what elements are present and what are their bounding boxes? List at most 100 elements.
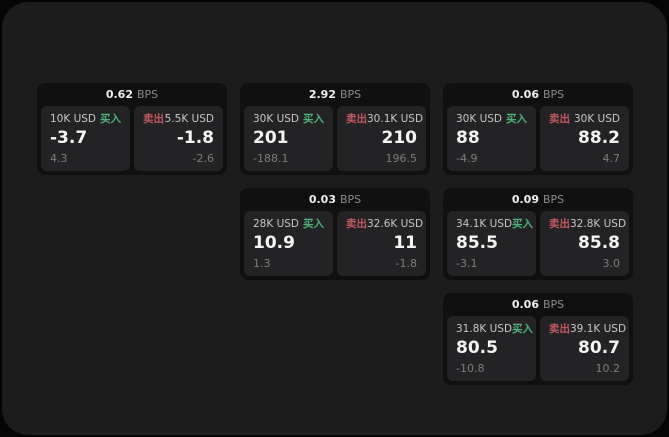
bps-value: 0.06 bbox=[511, 298, 539, 311]
buy-price-value: -3.7 bbox=[50, 128, 88, 149]
sell-change-value: 4.7 bbox=[602, 152, 621, 165]
bps-unit-label: BPS bbox=[542, 193, 565, 206]
quote-card: 0.03 BPS 28K USD 买入 10.9 1.3 卖出 32.6K US… bbox=[240, 188, 430, 280]
sell-side-label: 卖出 bbox=[549, 113, 570, 125]
sell-notional-amount: 32.6K USD bbox=[367, 218, 424, 230]
sell-change-value: -2.6 bbox=[192, 152, 214, 165]
sell-panel[interactable]: 卖出 5.5K USD -1.8 -2.6 bbox=[134, 106, 223, 171]
sell-panel-top: 卖出 39.1K USD bbox=[549, 323, 626, 335]
quote-card: 0.06 BPS 30K USD 买入 88 -4.9 卖出 30K USD 8… bbox=[443, 83, 633, 175]
buy-panel[interactable]: 30K USD 买入 88 -4.9 bbox=[447, 106, 536, 171]
buy-panel-top: 31.8K USD 买入 bbox=[456, 323, 533, 335]
buy-panel[interactable]: 30K USD 买入 201 -188.1 bbox=[244, 106, 333, 171]
buy-panel-top: 28K USD 买入 bbox=[253, 219, 324, 230]
buy-panel-top: 30K USD 买入 bbox=[456, 114, 527, 125]
bps-value: 0.06 bbox=[511, 88, 539, 101]
buy-side-label: 买入 bbox=[100, 113, 121, 125]
buy-notional-amount: 34.1K USD bbox=[456, 218, 513, 230]
bps-value: 0.62 bbox=[105, 88, 133, 101]
sell-change-value: 10.2 bbox=[595, 362, 621, 375]
buy-change-value: -188.1 bbox=[253, 152, 289, 165]
bps-value: 2.92 bbox=[308, 88, 336, 101]
sell-notional-amount: 39.1K USD bbox=[570, 323, 627, 335]
sell-change-value: -1.8 bbox=[395, 257, 417, 270]
sell-price-value: 88.2 bbox=[578, 128, 620, 149]
sell-side-label: 卖出 bbox=[549, 218, 570, 230]
buy-notional-amount: 28K USD bbox=[253, 218, 300, 230]
buy-panel[interactable]: 31.8K USD 买入 80.5 -10.8 bbox=[447, 316, 536, 381]
bps-value: 0.03 bbox=[308, 193, 336, 206]
buy-price-value: 88 bbox=[456, 128, 480, 149]
sell-price-value: 80.7 bbox=[578, 338, 620, 359]
card-body: 34.1K USD 买入 85.5 -3.1 卖出 32.8K USD 85.8… bbox=[443, 211, 633, 280]
sell-panel[interactable]: 卖出 32.8K USD 85.8 3.0 bbox=[540, 211, 629, 276]
sell-panel-top: 卖出 32.6K USD bbox=[346, 218, 423, 230]
quote-card: 2.92 BPS 30K USD 买入 201 -188.1 卖出 30.1K … bbox=[240, 83, 430, 175]
bps-unit-label: BPS bbox=[542, 298, 565, 311]
card-body: 30K USD 买入 201 -188.1 卖出 30.1K USD 210 1… bbox=[240, 106, 430, 175]
buy-panel[interactable]: 10K USD 买入 -3.7 4.3 bbox=[41, 106, 130, 171]
card-header: 2.92 BPS bbox=[240, 83, 430, 106]
sell-change-value: 196.5 bbox=[385, 152, 418, 165]
buy-side-label: 买入 bbox=[512, 218, 534, 230]
card-body: 10K USD 买入 -3.7 4.3 卖出 5.5K USD -1.8 -2.… bbox=[37, 106, 227, 175]
sell-notional-amount: 30.1K USD bbox=[367, 113, 424, 125]
sell-panel-top: 卖出 5.5K USD bbox=[143, 114, 214, 125]
buy-side-label: 买入 bbox=[303, 218, 324, 230]
buy-panel-top: 30K USD 买入 bbox=[253, 114, 324, 125]
buy-price-value: 10.9 bbox=[253, 233, 295, 254]
quote-card: 0.09 BPS 34.1K USD 买入 85.5 -3.1 卖出 32.8K… bbox=[443, 188, 633, 280]
sell-panel[interactable]: 卖出 30K USD 88.2 4.7 bbox=[540, 106, 629, 171]
buy-price-value: 80.5 bbox=[456, 338, 498, 359]
card-header: 0.62 BPS bbox=[37, 83, 227, 106]
card-header: 0.06 BPS bbox=[443, 83, 633, 106]
sell-panel-top: 卖出 32.8K USD bbox=[549, 218, 626, 230]
sell-notional-amount: 5.5K USD bbox=[164, 113, 214, 125]
bps-unit-label: BPS bbox=[542, 88, 565, 101]
sell-side-label: 卖出 bbox=[346, 113, 367, 125]
sell-side-label: 卖出 bbox=[346, 218, 367, 230]
buy-panel-top: 10K USD 买入 bbox=[50, 114, 121, 125]
cards-grid: 0.62 BPS 10K USD 买入 -3.7 4.3 卖出 5.5K USD… bbox=[37, 83, 633, 385]
buy-change-value: 1.3 bbox=[253, 257, 271, 270]
quote-card: 0.06 BPS 31.8K USD 买入 80.5 -10.8 卖出 39.1… bbox=[443, 293, 633, 385]
buy-change-value: -4.9 bbox=[456, 152, 478, 165]
buy-notional-amount: 30K USD bbox=[253, 113, 300, 125]
buy-change-value: -10.8 bbox=[456, 362, 485, 375]
buy-change-value: 4.3 bbox=[50, 152, 68, 165]
card-header: 0.09 BPS bbox=[443, 188, 633, 211]
buy-price-value: 201 bbox=[253, 128, 289, 149]
card-body: 28K USD 买入 10.9 1.3 卖出 32.6K USD 11 -1.8 bbox=[240, 211, 430, 280]
card-body: 31.8K USD 买入 80.5 -10.8 卖出 39.1K USD 80.… bbox=[443, 316, 633, 385]
sell-side-label: 卖出 bbox=[549, 323, 570, 335]
buy-notional-amount: 31.8K USD bbox=[456, 323, 513, 335]
bps-unit-label: BPS bbox=[339, 88, 362, 101]
sell-price-value: -1.8 bbox=[176, 128, 214, 149]
buy-panel-top: 34.1K USD 买入 bbox=[456, 218, 533, 230]
buy-notional-amount: 10K USD bbox=[50, 113, 97, 125]
buy-panel[interactable]: 34.1K USD 买入 85.5 -3.1 bbox=[447, 211, 536, 276]
buy-notional-amount: 30K USD bbox=[456, 113, 503, 125]
sell-panel[interactable]: 卖出 39.1K USD 80.7 10.2 bbox=[540, 316, 629, 381]
bps-unit-label: BPS bbox=[136, 88, 159, 101]
buy-side-label: 买入 bbox=[506, 113, 527, 125]
buy-panel[interactable]: 28K USD 买入 10.9 1.3 bbox=[244, 211, 333, 276]
sell-notional-amount: 30K USD bbox=[573, 113, 620, 125]
sell-change-value: 3.0 bbox=[602, 257, 621, 270]
buy-price-value: 85.5 bbox=[456, 233, 498, 254]
buy-side-label: 买入 bbox=[512, 323, 534, 335]
card-header: 0.03 BPS bbox=[240, 188, 430, 211]
sell-panel[interactable]: 卖出 30.1K USD 210 196.5 bbox=[337, 106, 426, 171]
sell-side-label: 卖出 bbox=[143, 113, 164, 125]
quote-card: 0.62 BPS 10K USD 买入 -3.7 4.3 卖出 5.5K USD… bbox=[37, 83, 227, 175]
sell-panel-top: 卖出 30.1K USD bbox=[346, 113, 423, 125]
sell-panel-top: 卖出 30K USD bbox=[549, 114, 620, 125]
sell-notional-amount: 32.8K USD bbox=[570, 218, 627, 230]
card-header: 0.06 BPS bbox=[443, 293, 633, 316]
bps-unit-label: BPS bbox=[339, 193, 362, 206]
sell-price-value: 210 bbox=[381, 128, 418, 149]
bps-value: 0.09 bbox=[511, 193, 539, 206]
sell-panel[interactable]: 卖出 32.6K USD 11 -1.8 bbox=[337, 211, 426, 276]
card-body: 30K USD 买入 88 -4.9 卖出 30K USD 88.2 4.7 bbox=[443, 106, 633, 175]
